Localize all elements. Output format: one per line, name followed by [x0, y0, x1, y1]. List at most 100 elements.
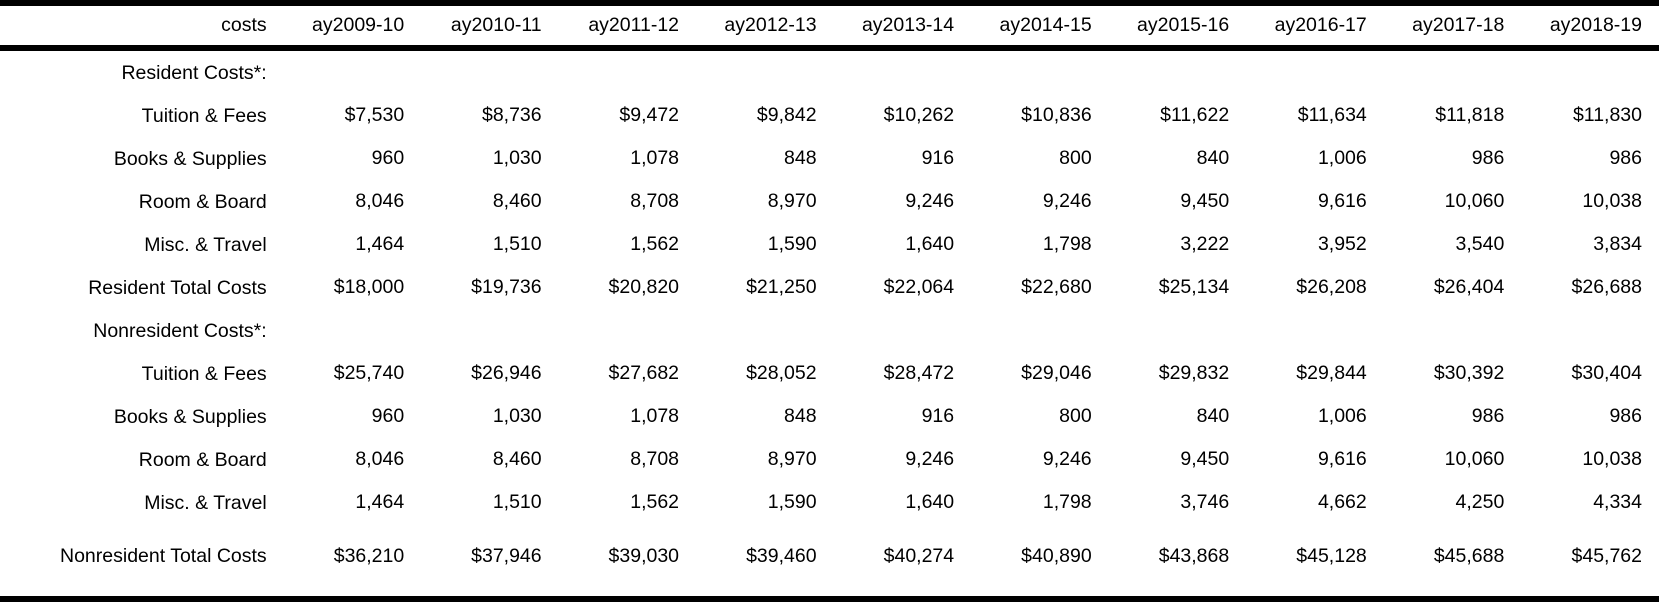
table-cell: 1,510: [492, 491, 542, 513]
row-label: Misc. & Travel: [144, 233, 267, 256]
cost-table: costs ay2009-10 ay2010-11 ay2011-12 ay20…: [0, 6, 1659, 588]
table-cell: $7,530: [344, 104, 405, 126]
table-cell: 8,970: [767, 448, 817, 470]
table-cell: 800: [1059, 405, 1092, 427]
table-cell: 9,450: [1180, 190, 1230, 212]
column-header: ay2012-13: [724, 14, 817, 36]
table-cell: [696, 309, 834, 352]
table-cell: [1246, 309, 1384, 352]
table-cell: $29,844: [1296, 362, 1367, 384]
table-cell: 960: [371, 405, 405, 427]
table-cell: 9,246: [905, 190, 955, 212]
table-body: Resident Costs*: Tuition & Fees $7,530 $8,7…: [0, 45, 1659, 588]
table-cell: 916: [921, 147, 955, 169]
table-cell: 1,078: [630, 405, 680, 427]
column-header: ay2009-10: [312, 14, 405, 36]
table-cell: 840: [1196, 147, 1230, 169]
table-cell: $9,842: [756, 104, 817, 126]
table-cell: $30,392: [1433, 362, 1505, 384]
table-cell: 9,616: [1317, 190, 1367, 212]
table-cell: $11,622: [1160, 104, 1230, 126]
row-label: Books & Supplies: [113, 147, 267, 170]
column-header: ay2015-16: [1137, 14, 1230, 36]
row-label: Tuition & Fees: [141, 104, 267, 127]
table-cell: 1,562: [630, 233, 680, 255]
table-cell: 3,952: [1317, 233, 1367, 255]
table-cell: 4,334: [1593, 491, 1642, 513]
table-header-rule: [0, 45, 1659, 51]
table-cell: $19,736: [471, 276, 542, 298]
column-header: ay2017-18: [1412, 14, 1505, 36]
table-cell: 8,046: [355, 190, 405, 212]
row-label: Resident Costs*:: [121, 61, 267, 84]
table-row: Misc. & Travel 1,464 1,510 1,562 1,590 1,640 1…: [0, 481, 1659, 524]
table-cell: 1,510: [492, 233, 542, 255]
table-cell: 9,246: [1042, 190, 1092, 212]
table-cell: 848: [784, 147, 817, 169]
table-cell: $22,680: [1021, 276, 1092, 298]
table-cell: $25,134: [1158, 276, 1230, 298]
table-cell: [834, 309, 972, 352]
table-top-rule: [0, 0, 1659, 6]
table-cell: [284, 309, 422, 352]
table-cell: 9,246: [1042, 448, 1092, 470]
table-row: Tuition & Fees $25,740 $26,946 $27,682 $28,0…: [0, 352, 1659, 395]
row-label: Books & Supplies: [113, 405, 267, 428]
table-cell: 1,562: [630, 491, 680, 513]
table-cell: $26,946: [471, 362, 542, 384]
table-cell: [421, 51, 558, 94]
table-cell: 9,450: [1180, 448, 1230, 470]
table-cell: 9,246: [905, 448, 955, 470]
table-cell: 1,006: [1317, 147, 1367, 169]
table-cell: [971, 51, 1109, 94]
table-cell: [1521, 309, 1659, 352]
table-cell: $9,472: [619, 104, 680, 126]
table-cell: [284, 51, 422, 94]
row-label: Misc. & Travel: [144, 491, 267, 514]
table-cell: [1384, 309, 1522, 352]
column-header: ay2018-19: [1549, 14, 1642, 36]
column-header: ay2014-15: [999, 14, 1092, 36]
table-row: Nonresident Total Costs $36,210 $37,946 $39…: [0, 524, 1659, 588]
table-cell: $45,762: [1571, 544, 1643, 567]
table-cell: 1,078: [630, 147, 680, 169]
column-header: ay2013-14: [861, 14, 955, 36]
table-cell: 986: [1609, 147, 1642, 169]
table-cell: [1109, 51, 1247, 94]
table-cell: $10,262: [883, 104, 955, 126]
table-cell: [1246, 51, 1384, 94]
table-cell: 3,746: [1180, 491, 1230, 513]
table-cell: $22,064: [883, 276, 955, 298]
row-label: Nonresident Costs*:: [93, 319, 267, 342]
table-cell: $40,274: [883, 544, 955, 567]
table-cell: $25,740: [333, 362, 405, 384]
table-cell: $45,688: [1433, 544, 1505, 567]
table-cell: $40,890: [1021, 544, 1092, 567]
table-cell: 986: [1471, 147, 1505, 169]
table-cell: $18,000: [333, 276, 405, 298]
table-cell: 1,640: [905, 233, 955, 255]
table-cell: [1109, 309, 1247, 352]
table-cell: [559, 309, 696, 352]
table-cell: $28,052: [746, 362, 817, 384]
table-cell: 3,222: [1180, 233, 1230, 255]
row-label: Resident Total Costs: [88, 276, 267, 299]
table-cell: [696, 51, 834, 94]
table-cell: $43,868: [1158, 544, 1230, 567]
table-cell: $20,820: [608, 276, 680, 298]
column-header: ay2010-11: [450, 14, 542, 36]
column-header: costs: [221, 14, 267, 36]
table-row: Books & Supplies 960 1,030 1,078 848 916 800 84…: [0, 137, 1659, 180]
table-cell: $11,634: [1297, 104, 1367, 126]
table-cell: [421, 309, 558, 352]
table-cell: 1,464: [355, 491, 405, 513]
table-cell: $27,682: [608, 362, 680, 384]
table-cell: [971, 309, 1109, 352]
table-cell: 916: [921, 405, 955, 427]
table-cell: $10,836: [1021, 104, 1092, 126]
table-cell: $36,210: [333, 544, 405, 567]
table-cell: [1384, 51, 1522, 94]
table-cell: $45,128: [1296, 544, 1367, 567]
table-bottom-rule: [0, 596, 1659, 602]
row-label: Room & Board: [138, 448, 267, 471]
